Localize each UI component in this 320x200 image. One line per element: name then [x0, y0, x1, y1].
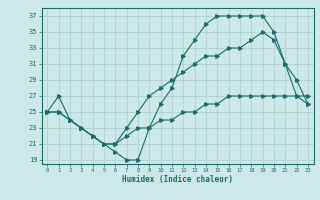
X-axis label: Humidex (Indice chaleur): Humidex (Indice chaleur) — [122, 175, 233, 184]
